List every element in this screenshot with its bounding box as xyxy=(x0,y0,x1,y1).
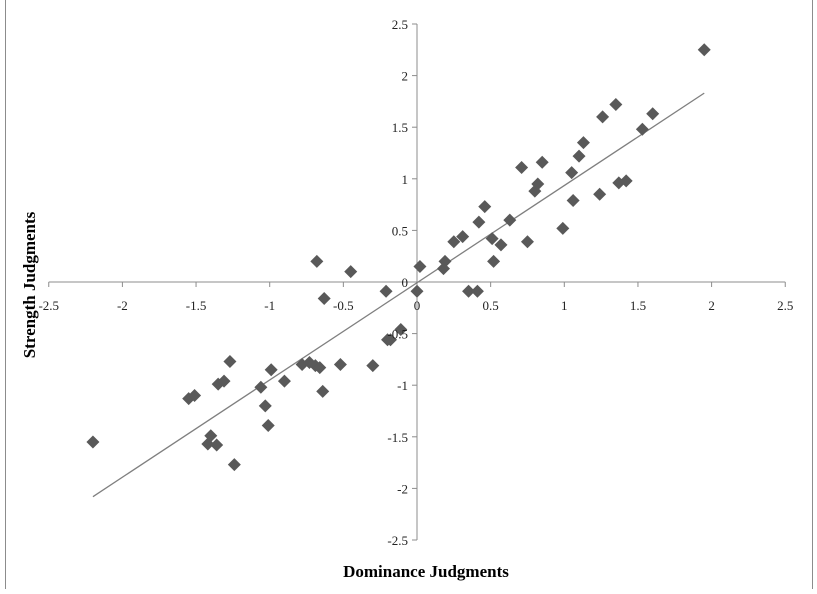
y-tick-label: -2 xyxy=(397,481,408,496)
x-tick-label: 2.5 xyxy=(777,298,793,313)
data-point xyxy=(485,232,499,246)
data-point xyxy=(646,107,660,121)
tick-labels: -2.5 -2 -1.5 -1 -0.5 0 0.5 1 1.5 2 2.5 -2.5 -2 -1.5 -1… xyxy=(38,17,793,548)
data-point xyxy=(503,213,517,227)
data-point xyxy=(462,284,476,298)
y-tick-label: 0.5 xyxy=(392,223,408,238)
trendline xyxy=(92,92,705,498)
y-tick-label: -2.5 xyxy=(387,533,408,548)
data-point xyxy=(261,418,275,432)
data-point xyxy=(520,235,534,249)
x-tick-label: -2.5 xyxy=(38,298,59,313)
x-tick-label: -1 xyxy=(264,298,275,313)
data-point xyxy=(456,230,470,244)
data-points xyxy=(86,43,711,472)
y-tick-label: 1 xyxy=(402,172,409,187)
y-tick-label: 1.5 xyxy=(392,120,408,135)
data-point xyxy=(535,155,549,169)
data-point xyxy=(366,359,380,373)
data-point xyxy=(593,187,607,201)
data-point xyxy=(258,399,272,413)
y-axis-title: Strength Judgments xyxy=(20,211,39,358)
data-point xyxy=(470,284,484,298)
x-tick-label: -1.5 xyxy=(186,298,207,313)
y-tick-label: -1 xyxy=(397,378,408,393)
x-tick-label: 0 xyxy=(414,298,421,313)
data-point xyxy=(217,374,231,388)
data-point xyxy=(619,174,633,188)
data-point xyxy=(596,110,610,124)
data-point xyxy=(572,149,586,163)
data-point xyxy=(223,354,237,368)
data-point xyxy=(576,136,590,150)
chart-frame xyxy=(5,0,813,589)
data-point xyxy=(566,193,580,207)
trendline-group xyxy=(92,92,705,498)
x-axis-title: Dominance Judgments xyxy=(343,562,509,581)
data-point xyxy=(344,265,358,279)
data-point xyxy=(487,254,501,268)
data-point xyxy=(438,254,452,268)
data-point xyxy=(565,166,579,180)
data-point xyxy=(556,221,570,235)
data-point xyxy=(316,384,330,398)
data-point xyxy=(531,177,545,191)
x-tick-label: -0.5 xyxy=(333,298,354,313)
data-point xyxy=(210,438,224,452)
y-tick-label: -1.5 xyxy=(387,430,408,445)
data-point xyxy=(515,160,529,174)
data-point xyxy=(310,254,324,268)
data-point xyxy=(609,97,623,111)
data-point xyxy=(86,435,100,449)
x-tick-label: 2 xyxy=(708,298,715,313)
data-point xyxy=(204,429,218,443)
data-point xyxy=(472,215,486,229)
data-point xyxy=(227,458,241,472)
data-point xyxy=(494,238,508,252)
data-point xyxy=(447,235,461,249)
y-tick-label: -0.5 xyxy=(387,327,408,342)
data-point xyxy=(478,200,492,214)
data-point xyxy=(383,333,397,347)
y-tick-label: 2 xyxy=(402,69,409,84)
x-tick-label: -2 xyxy=(117,298,128,313)
data-point xyxy=(379,284,393,298)
y-tick-label: 2.5 xyxy=(392,17,408,32)
data-point xyxy=(188,389,202,403)
data-point xyxy=(277,374,291,388)
data-point xyxy=(317,292,331,306)
y-tick-label: 0 xyxy=(402,275,409,290)
x-tick-label: 1 xyxy=(561,298,568,313)
x-tick-label: 0.5 xyxy=(483,298,499,313)
data-point xyxy=(697,43,711,57)
data-point xyxy=(413,260,427,274)
x-tick-label: 1.5 xyxy=(630,298,646,313)
data-point xyxy=(635,122,649,136)
data-point xyxy=(313,361,327,375)
data-point xyxy=(254,380,268,394)
data-point xyxy=(394,322,408,336)
data-point xyxy=(264,363,278,377)
data-point xyxy=(333,358,347,372)
data-point xyxy=(410,284,424,298)
